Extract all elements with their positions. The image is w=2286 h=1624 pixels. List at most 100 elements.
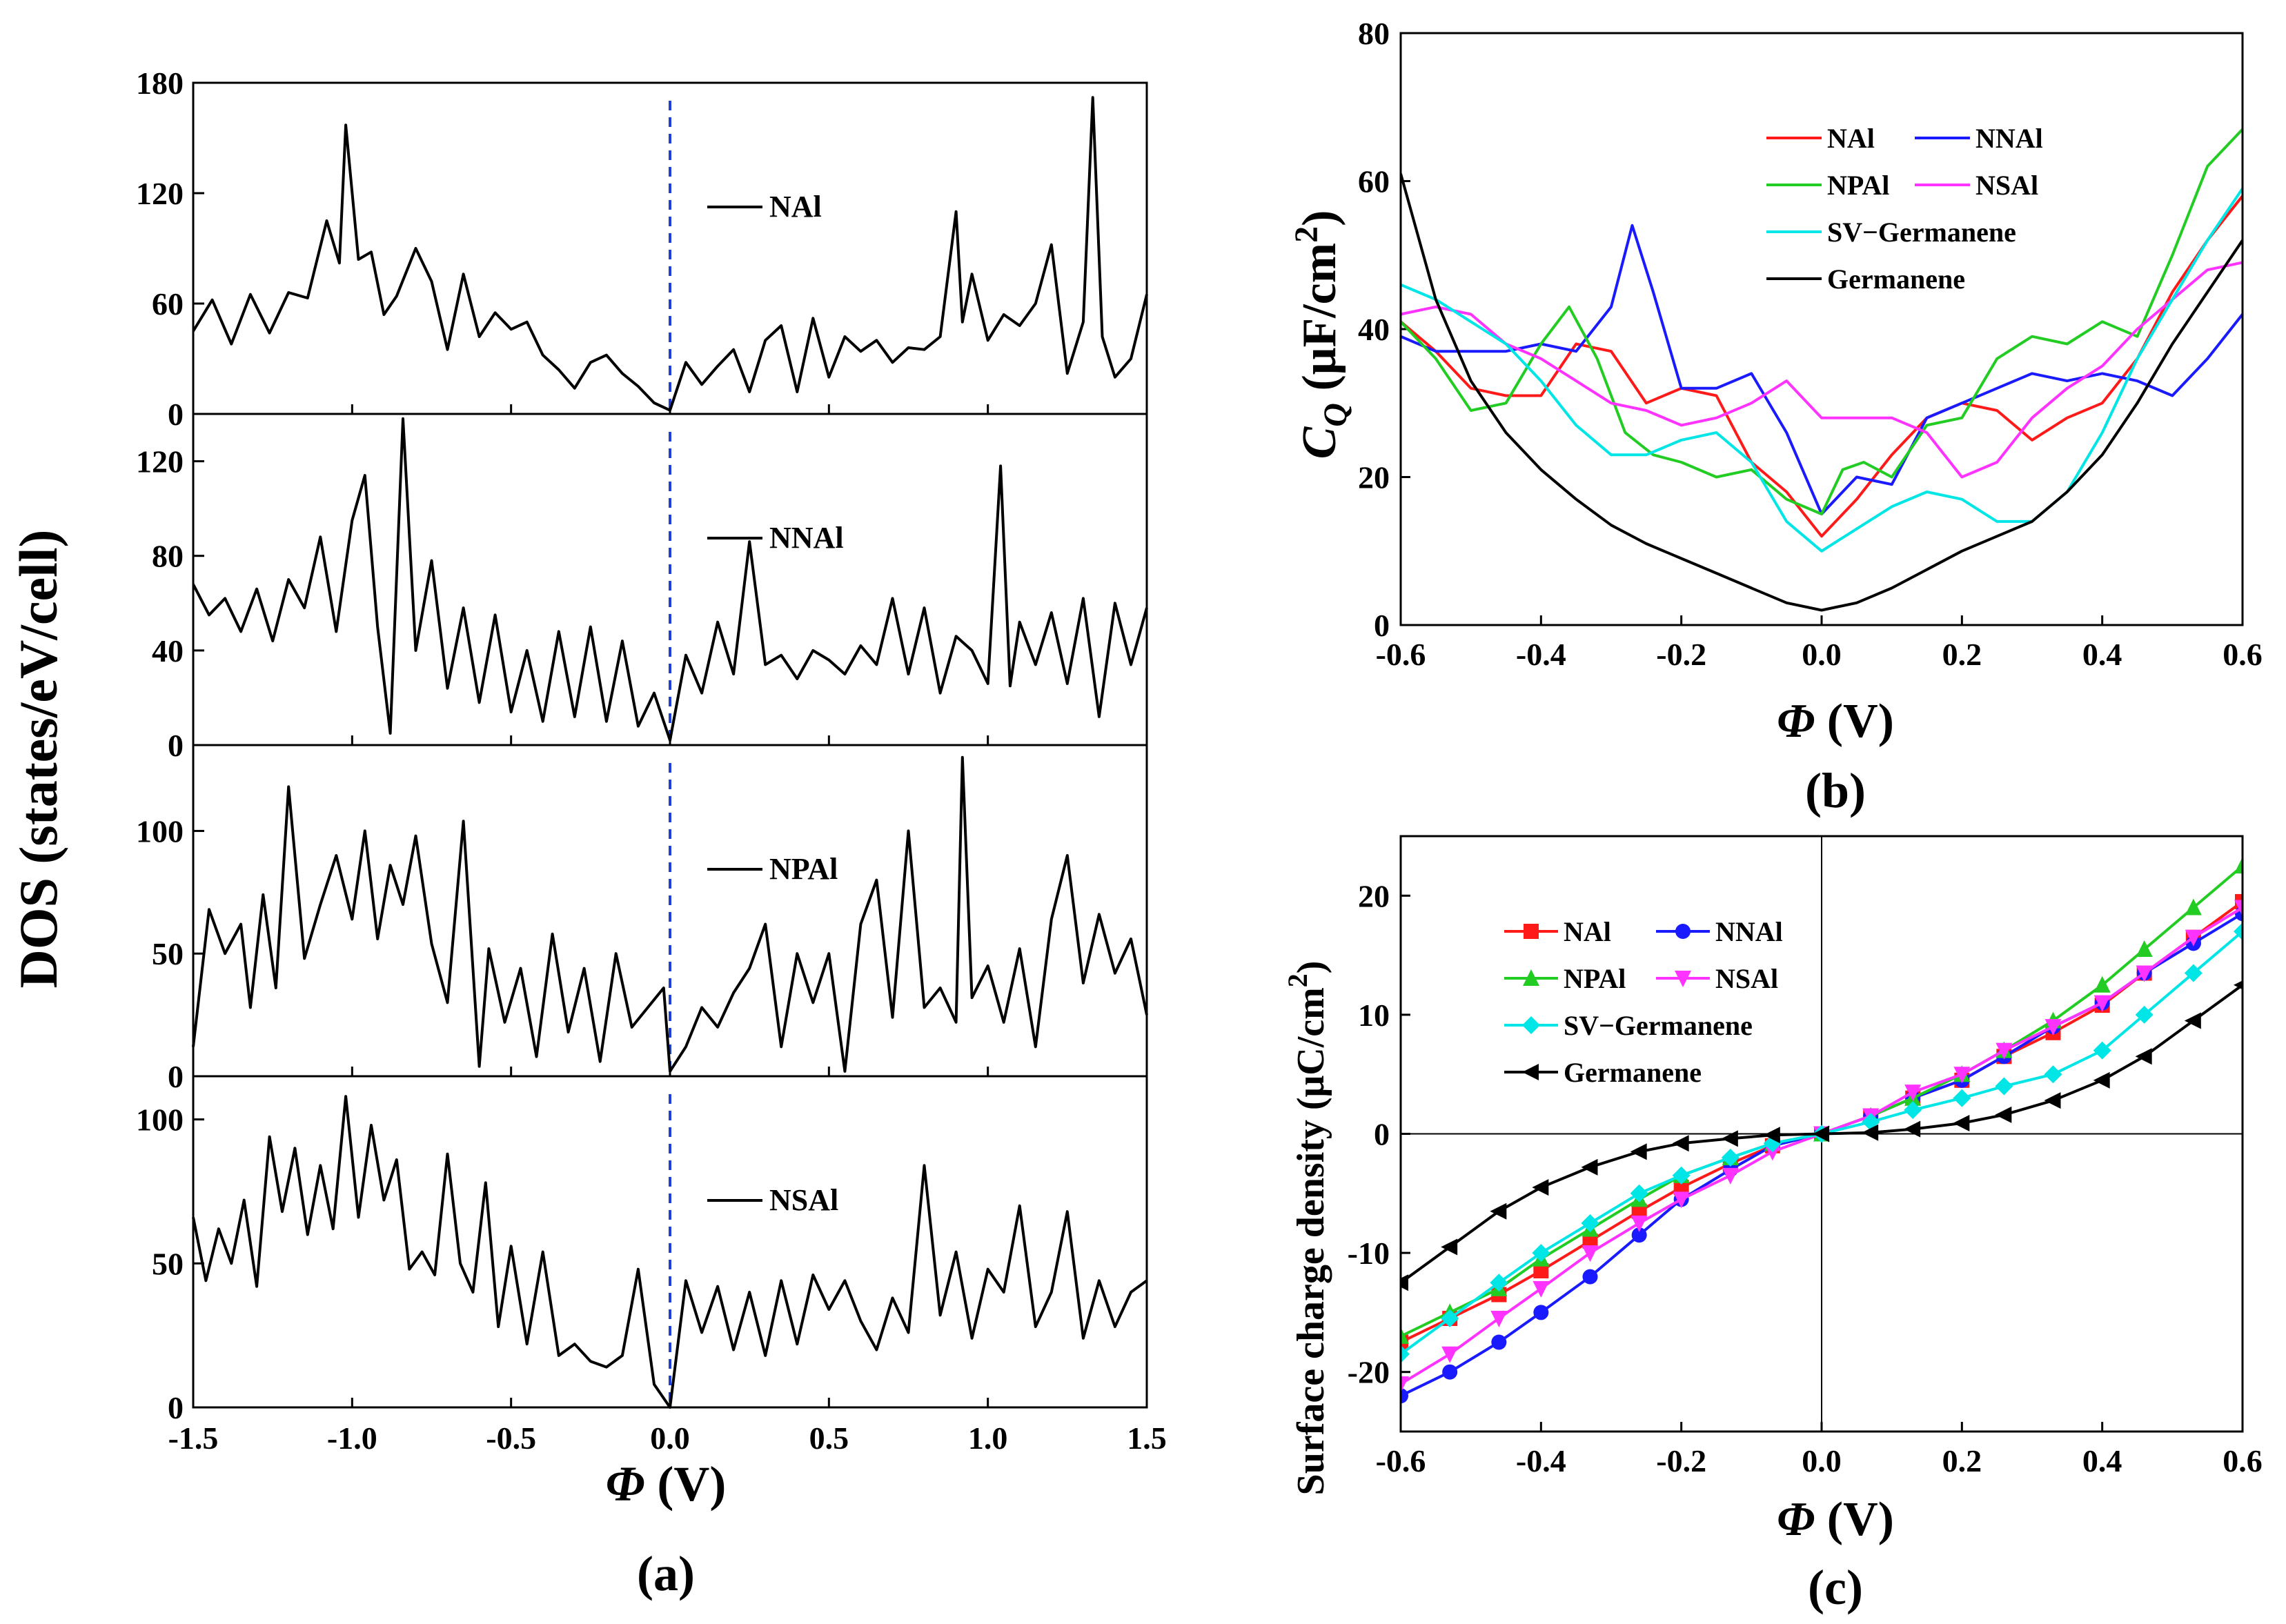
legend-label: NNAl bbox=[769, 521, 844, 555]
y-tick-label: 80 bbox=[1358, 16, 1390, 51]
legend-label: NSAl bbox=[1975, 170, 2038, 201]
dos-subplot-nal: 0 60 120 180 NAl bbox=[136, 66, 1148, 432]
data-point-nsal bbox=[1953, 1067, 1971, 1084]
data-point-nsal bbox=[1996, 1042, 2013, 1060]
plot-frame bbox=[1399, 32, 2244, 626]
series-line-germanene bbox=[1401, 173, 2243, 612]
data-point-nnal bbox=[1442, 1364, 1458, 1380]
legend-label: NSAl bbox=[1715, 963, 1778, 994]
data-point-sv-germanene bbox=[2234, 922, 2243, 941]
y-tick-label: 100 bbox=[136, 813, 184, 849]
plot-area bbox=[1401, 857, 2243, 1404]
dos-line-nal bbox=[192, 96, 1148, 412]
data-point-sv-germanene bbox=[1441, 1309, 1459, 1328]
y-tick-label: 40 bbox=[1358, 312, 1390, 347]
y-tick-label: 20 bbox=[1358, 460, 1390, 495]
panel-a-x-ticks: -1.5 -1.0 -0.5 0.0 0.5 1.0 1.5 bbox=[168, 1420, 1167, 1456]
y-tick-label: 100 bbox=[136, 1102, 184, 1138]
x-tick-label: 0.5 bbox=[809, 1420, 849, 1456]
panel-b-y-axis-rest: (μF/cm bbox=[1293, 243, 1346, 403]
panel-b-x-axis-symbol: Φ bbox=[1777, 695, 1815, 748]
x-tick-label: 0.4 bbox=[2082, 637, 2122, 672]
panel-b-x-axis-unit: (V) bbox=[1815, 695, 1894, 748]
x-tick-label: 0.6 bbox=[2223, 1443, 2263, 1478]
panel-c-label: (c) bbox=[1808, 1560, 1863, 1615]
data-point-sv-germanene bbox=[1490, 1274, 1508, 1292]
data-point-nsal bbox=[1441, 1346, 1459, 1363]
x-tick-label: 0.4 bbox=[2082, 1443, 2122, 1478]
legend-label: SV−Germanene bbox=[1827, 217, 2016, 248]
data-point-germanene bbox=[2044, 1092, 2061, 1109]
y-tick-label: 10 bbox=[1358, 998, 1390, 1033]
data-point-nal bbox=[1582, 1233, 1598, 1249]
legend-marker-nnal bbox=[1675, 924, 1691, 939]
data-point-nsal bbox=[1401, 1376, 1409, 1393]
data-point-sv-germanene bbox=[2044, 1065, 2062, 1084]
data-point-germanene bbox=[1532, 1179, 1549, 1196]
data-point-sv-germanene bbox=[1532, 1244, 1550, 1262]
x-tick-label: -0.5 bbox=[486, 1420, 536, 1456]
y-tick-label: 60 bbox=[1358, 164, 1390, 199]
legend-marker-nal bbox=[1524, 924, 1539, 939]
legend-label: NAl bbox=[1564, 916, 1611, 947]
data-point-germanene bbox=[1904, 1120, 1921, 1138]
legend-label: NNAl bbox=[1715, 916, 1783, 947]
data-point-sv-germanene bbox=[2093, 1041, 2111, 1060]
cq-plot: -0.6 -0.4 -0.2 0.0 0.2 0.4 0.6 0 20 40 60 80 NAl NNAl… bbox=[1358, 16, 2263, 672]
dos-line-npal bbox=[192, 755, 1148, 1073]
data-point-sv-germanene bbox=[1721, 1149, 1740, 1167]
data-point-nnal bbox=[1401, 1388, 1408, 1404]
y-tick-label: 80 bbox=[152, 539, 184, 574]
panel-a: 0 60 120 180 NAl 0 40 80 120 NNAl 0 50 100 NPAl 0 50… bbox=[8, 66, 1167, 1601]
data-point-nsal bbox=[1533, 1280, 1550, 1298]
data-point-nal bbox=[1533, 1262, 1549, 1278]
data-point-npal bbox=[2093, 976, 2111, 993]
x-tick-label: 1.0 bbox=[968, 1420, 1008, 1456]
x-tick-label: 0.2 bbox=[1942, 637, 1982, 672]
data-point-nsal bbox=[2185, 929, 2202, 947]
x-tick-label: -0.2 bbox=[1656, 637, 1706, 672]
panel-b-y-axis-close: ) bbox=[1293, 210, 1346, 226]
data-point-sv-germanene bbox=[1581, 1214, 1599, 1232]
data-point-germanene bbox=[1995, 1106, 2012, 1123]
panel-b-x-axis-label: Φ (V) bbox=[1777, 695, 1894, 748]
data-point-nsal bbox=[2136, 965, 2153, 982]
y-tick-label: 20 bbox=[1358, 878, 1390, 913]
y-tick-label: 0 bbox=[168, 1390, 184, 1425]
data-point-germanene bbox=[2234, 980, 2243, 990]
dos-line-nsal bbox=[192, 1095, 1148, 1409]
data-point-nsal bbox=[1904, 1085, 1922, 1102]
x-tick-label: 0.0 bbox=[1802, 637, 1842, 672]
data-point-sv-germanene bbox=[2135, 1005, 2154, 1024]
data-point-sv-germanene bbox=[1401, 1345, 1410, 1363]
x-tick-label: 0.0 bbox=[1802, 1443, 1842, 1478]
panel-c-y-axis-sup: 2 bbox=[1282, 973, 1313, 987]
y-tick-label: -20 bbox=[1348, 1355, 1390, 1390]
legend-label: SV−Germanene bbox=[1564, 1010, 1753, 1041]
legend-label: NAl bbox=[769, 190, 822, 224]
panel-c-y-axis-text: Surface charge density (μC/cm bbox=[1290, 987, 1332, 1495]
legend-label: NPAl bbox=[1827, 170, 1889, 201]
x-tick-label: -1.5 bbox=[168, 1420, 219, 1456]
data-point-nsal bbox=[2044, 1019, 2062, 1036]
panel-b-y-axis-symbol: C bbox=[1293, 426, 1346, 459]
data-point-germanene bbox=[1862, 1124, 1879, 1141]
plot-area bbox=[1401, 128, 2243, 612]
data-point-nsal bbox=[1764, 1144, 1781, 1161]
data-point-nal bbox=[1631, 1203, 1647, 1219]
panel-c-x-axis-label: Φ (V) bbox=[1777, 1493, 1894, 1546]
panel-a-x-axis-unit: (V) bbox=[644, 1456, 726, 1512]
panel-c-y-axis-close: ) bbox=[1290, 961, 1332, 974]
dos-subplot-nnal: 0 40 80 120 NNAl bbox=[136, 413, 1148, 763]
panel-b: -0.6 -0.4 -0.2 0.0 0.2 0.4 0.6 0 20 40 60 80 NAl NNAl… bbox=[1288, 16, 2263, 818]
y-tick-label: 50 bbox=[152, 1246, 184, 1281]
legend-label: NAl bbox=[1827, 123, 1875, 154]
data-point-nsal bbox=[1673, 1191, 1690, 1209]
panel-a-label: (a) bbox=[637, 1546, 695, 1601]
data-point-germanene bbox=[1581, 1158, 1598, 1176]
data-point-germanene bbox=[1953, 1114, 1970, 1131]
y-tick-label: 0 bbox=[1374, 1117, 1390, 1152]
y-tick-label: -10 bbox=[1348, 1236, 1390, 1271]
y-tick-label: 40 bbox=[152, 633, 184, 669]
